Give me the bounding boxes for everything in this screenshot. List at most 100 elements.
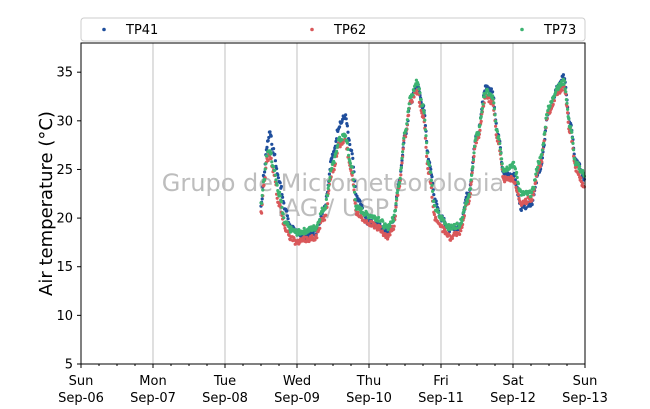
data-point	[345, 138, 349, 143]
data-point	[579, 176, 583, 180]
data-point	[473, 138, 477, 143]
data-point	[260, 193, 264, 198]
data-point	[411, 93, 415, 97]
data-point	[264, 162, 268, 166]
data-point	[392, 227, 396, 231]
data-point	[529, 194, 533, 198]
data-point	[276, 176, 280, 180]
x-tick-label-date: Sep-08	[202, 391, 248, 406]
data-point	[510, 165, 514, 169]
data-point	[276, 173, 280, 177]
data-point	[524, 197, 528, 201]
data-point	[263, 177, 267, 182]
data-point	[323, 207, 327, 211]
data-point	[429, 178, 433, 182]
data-point	[447, 233, 451, 237]
data-point	[266, 159, 270, 163]
data-point	[534, 172, 538, 176]
data-point	[477, 135, 481, 140]
data-point	[524, 206, 528, 210]
data-point	[430, 183, 434, 187]
y-tick-label: 35	[56, 66, 73, 81]
x-tick-label-day: Sat	[502, 374, 523, 389]
data-point	[392, 213, 396, 217]
data-point	[581, 168, 585, 173]
data-point	[514, 185, 518, 189]
data-point	[405, 118, 409, 122]
data-point	[540, 152, 544, 156]
data-point	[265, 154, 269, 158]
data-point	[341, 141, 345, 145]
data-point	[567, 117, 571, 121]
data-point	[456, 222, 460, 226]
data-point	[340, 138, 344, 142]
data-point	[494, 124, 498, 128]
data-point	[469, 178, 473, 182]
data-point	[351, 156, 355, 160]
data-point	[564, 90, 568, 94]
data-point	[443, 227, 447, 231]
data-point	[324, 197, 328, 201]
data-point	[360, 215, 364, 220]
legend-label-tp73: TP73	[543, 23, 576, 38]
data-point	[425, 154, 429, 158]
x-tick-label-date: Sep-06	[58, 391, 104, 406]
data-point	[442, 218, 446, 222]
data-point	[564, 98, 569, 102]
data-point	[332, 161, 336, 165]
data-point	[424, 145, 428, 149]
data-point	[498, 141, 502, 146]
data-point	[425, 141, 429, 145]
data-point	[565, 104, 569, 108]
data-point	[542, 139, 546, 143]
data-point	[519, 208, 524, 212]
data-point	[497, 134, 501, 139]
data-point	[268, 130, 272, 134]
data-point	[570, 136, 575, 140]
data-point	[435, 207, 439, 211]
data-point	[429, 170, 433, 174]
data-point	[494, 133, 498, 137]
data-point	[407, 107, 411, 111]
data-point	[348, 142, 352, 147]
x-tick-label-date: Sep-07	[130, 391, 176, 406]
data-point	[544, 116, 548, 120]
data-point	[396, 193, 400, 197]
data-point	[260, 211, 264, 215]
data-point	[542, 141, 546, 145]
data-point	[566, 120, 570, 124]
data-point	[566, 111, 570, 115]
data-point	[286, 217, 290, 221]
data-point	[282, 216, 286, 220]
data-point	[288, 238, 292, 242]
data-point	[513, 167, 518, 171]
data-point	[573, 157, 577, 161]
data-point	[327, 179, 331, 183]
data-point	[450, 236, 454, 240]
data-point	[572, 148, 576, 152]
data-point	[274, 178, 278, 182]
data-point	[433, 204, 437, 208]
data-point	[491, 103, 495, 107]
data-point	[346, 147, 350, 151]
data-point	[278, 194, 282, 198]
data-point	[260, 197, 264, 201]
data-point	[419, 98, 423, 102]
data-point	[432, 193, 436, 197]
data-point	[498, 147, 502, 151]
data-point	[478, 128, 482, 132]
data-point	[381, 219, 385, 223]
data-point	[338, 145, 342, 149]
data-point	[473, 144, 477, 149]
data-point	[500, 162, 504, 166]
data-point	[511, 176, 515, 180]
data-point	[548, 104, 552, 108]
data-point	[430, 175, 434, 179]
data-point	[272, 147, 276, 151]
data-point	[353, 198, 357, 202]
data-point	[492, 101, 496, 105]
data-point	[493, 113, 497, 117]
data-point	[347, 138, 351, 142]
data-point	[469, 182, 473, 186]
data-point	[468, 187, 472, 191]
